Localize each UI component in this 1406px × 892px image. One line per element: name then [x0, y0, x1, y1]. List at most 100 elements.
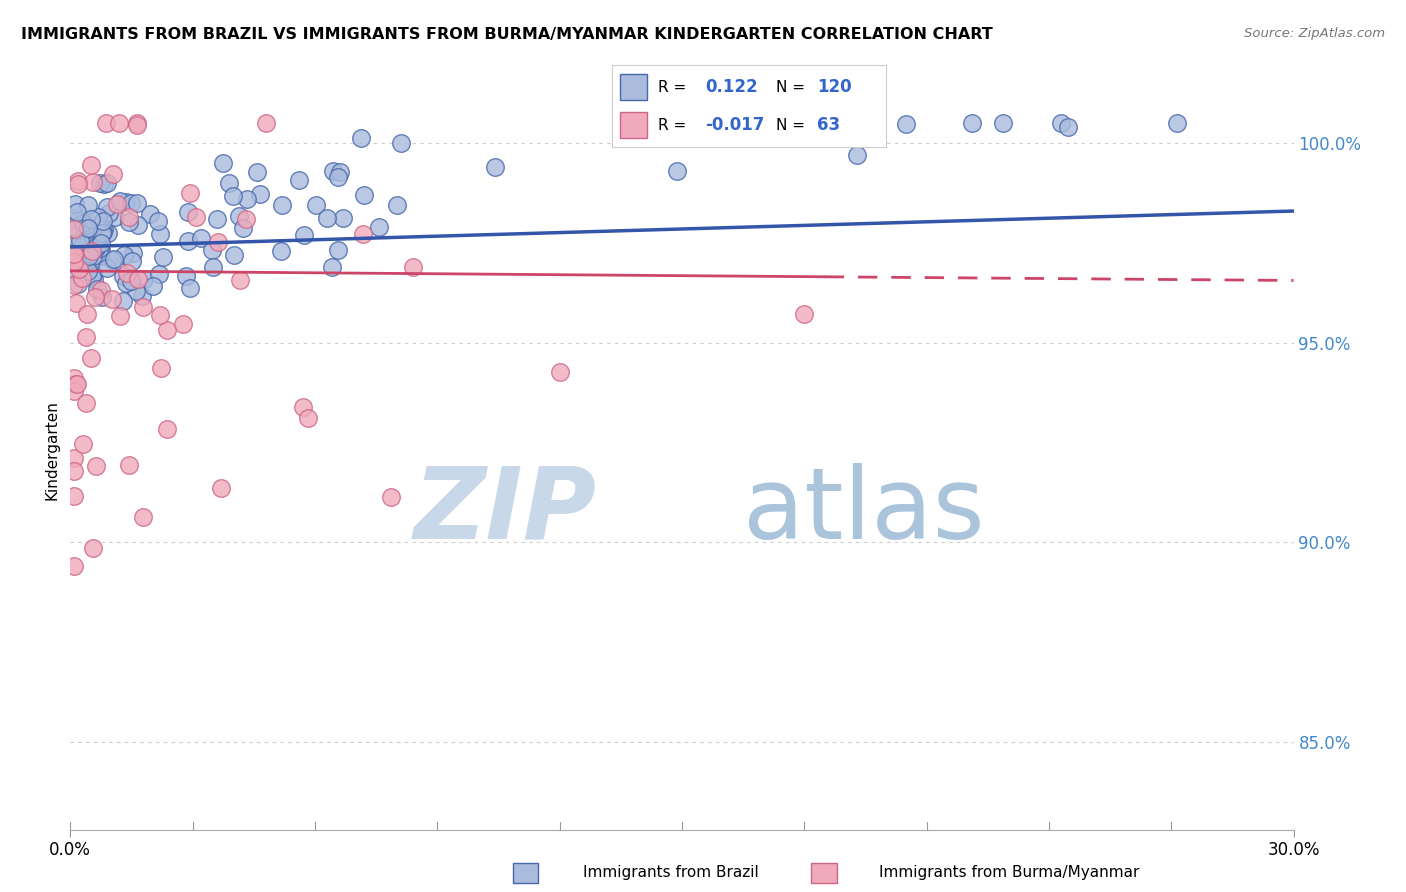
Point — [115, 276, 138, 290]
Point — [63, 255, 86, 269]
Point — [152, 250, 174, 264]
Point — [70, 271, 93, 285]
Text: Immigrants from Burma/Myanmar: Immigrants from Burma/Myanmar — [879, 865, 1139, 880]
Point — [134, 272, 156, 286]
Point — [271, 198, 294, 212]
Point — [90, 283, 112, 297]
Point — [84, 458, 107, 473]
Point — [72, 236, 94, 251]
Point — [96, 177, 118, 191]
Point — [63, 220, 86, 235]
Point — [172, 317, 194, 331]
Point — [66, 277, 89, 292]
Point — [112, 248, 135, 262]
Point — [75, 396, 97, 410]
Point — [63, 384, 86, 399]
Point — [120, 196, 142, 211]
Text: N =: N = — [776, 79, 806, 95]
Point — [63, 250, 86, 264]
Point — [328, 244, 350, 258]
Point — [89, 241, 111, 255]
Point — [90, 235, 112, 250]
Point — [77, 263, 100, 277]
Point — [548, 365, 571, 379]
Point — [80, 244, 103, 258]
Point — [222, 189, 245, 203]
Point — [127, 218, 149, 232]
Point — [63, 211, 86, 226]
Point — [90, 244, 112, 258]
Point — [66, 376, 89, 391]
Point — [80, 158, 103, 172]
Point — [131, 288, 153, 302]
Point — [86, 210, 108, 224]
Point — [66, 223, 89, 237]
Point — [332, 211, 354, 225]
Point — [132, 300, 155, 314]
Point — [67, 178, 90, 192]
Point — [292, 228, 315, 243]
Point — [93, 177, 115, 191]
Point — [82, 230, 104, 244]
Point — [97, 226, 120, 240]
Point — [75, 243, 97, 257]
Bar — [620, 74, 647, 101]
Point — [228, 210, 250, 224]
Point — [368, 220, 391, 235]
Point — [63, 222, 86, 236]
Point — [179, 281, 201, 295]
Point — [101, 253, 124, 268]
Point — [127, 272, 149, 286]
Point — [125, 196, 148, 211]
Point — [122, 245, 145, 260]
Point — [125, 285, 148, 299]
Point — [148, 308, 170, 322]
Point — [484, 160, 506, 174]
Point — [115, 267, 138, 281]
Point — [77, 198, 100, 212]
Point — [101, 167, 124, 181]
Point — [121, 253, 143, 268]
Text: 120: 120 — [817, 78, 852, 96]
Point — [67, 174, 90, 188]
Point — [80, 351, 103, 366]
Point — [246, 165, 269, 179]
Text: ZIP: ZIP — [413, 463, 596, 559]
Point — [960, 116, 983, 130]
Point — [79, 249, 101, 263]
Point — [229, 273, 252, 287]
Point — [70, 255, 93, 269]
Text: Source: ZipAtlas.com: Source: ZipAtlas.com — [1244, 27, 1385, 40]
Point — [288, 172, 311, 186]
Point — [111, 294, 134, 309]
Point — [142, 278, 165, 293]
Point — [63, 229, 86, 244]
Point — [211, 156, 233, 170]
Point — [76, 233, 98, 247]
Point — [87, 217, 110, 231]
Point — [782, 123, 804, 137]
Point — [845, 148, 868, 162]
Point — [86, 282, 108, 296]
Point — [105, 196, 128, 211]
Point — [91, 225, 114, 239]
Point — [207, 235, 229, 249]
Point — [190, 231, 212, 245]
Point — [270, 244, 292, 258]
Point — [63, 278, 86, 293]
Point — [132, 510, 155, 524]
Point — [256, 116, 278, 130]
Point — [205, 211, 228, 226]
Point — [186, 211, 208, 225]
Point — [86, 241, 108, 255]
Point — [69, 234, 91, 248]
Point — [120, 274, 142, 288]
Point — [63, 451, 86, 466]
Point — [108, 309, 131, 323]
Point — [96, 260, 118, 275]
Point — [82, 267, 104, 281]
Point — [67, 262, 90, 277]
Point — [70, 251, 93, 265]
Point — [156, 422, 179, 436]
Point — [236, 192, 259, 206]
